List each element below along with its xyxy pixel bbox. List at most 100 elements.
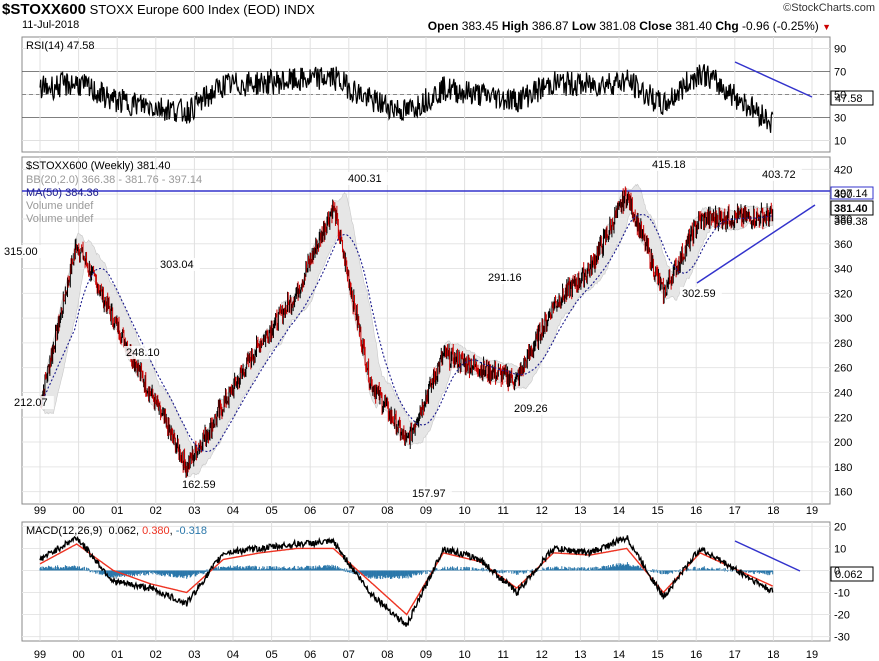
price-tick-label: 180 [834, 462, 852, 474]
svg-text:MACD(12,26,9) 0.062,: MACD(12,26,9) 0.062, 0.380, -0.318 [26, 525, 207, 537]
low-label: Low [571, 19, 596, 33]
chart-title: $STOXX600 STOXX Europe 600 Index (EOD) I… [2, 1, 315, 18]
macd-tick-label: -30 [834, 632, 850, 644]
rsi-line [39, 64, 774, 133]
high-value: 386.87 [531, 19, 569, 33]
brand-logo: ©StockCharts.com [783, 2, 875, 14]
rsi-tick-label: 70 [834, 67, 846, 79]
x-tick-label: 16 [690, 505, 702, 517]
x-tick-label: 05 [265, 649, 277, 661]
x-tick-label: 11 [497, 649, 508, 661]
price-tick-label: 400 [834, 189, 852, 201]
x-tick-label: 14 [613, 505, 625, 517]
volume-legend-1: Volume undef [26, 200, 94, 212]
rsi-tag-text: 47.58 [835, 93, 863, 105]
ma-legend: MA(50) 384.36 [26, 187, 99, 199]
x-tick-label: 15 [651, 505, 663, 517]
rsi-tick-label: 90 [834, 44, 846, 56]
rsi-trendline [734, 61, 813, 98]
rsi-tick-label: 30 [834, 113, 846, 125]
x-tick-label: 99 [34, 649, 46, 661]
price-tick-label: 240 [834, 387, 852, 399]
x-tick-label: 06 [304, 649, 316, 661]
x-tick-label: 01 [111, 649, 123, 661]
price-tick-label: 320 [834, 288, 852, 300]
rsi-value-tag: 47.58 [830, 90, 874, 106]
x-tick-label: 00 [72, 505, 84, 517]
macd-tag-text: 0.062 [835, 569, 863, 581]
price-legend: $STOXX600 (Weekly) 381.40 BB(20,2.0) 366… [26, 160, 202, 225]
price-tick-label: 340 [834, 264, 852, 276]
x-tick-label: 19 [806, 649, 818, 661]
rsi-tick-label: 10 [834, 136, 846, 148]
x-tick-label: 99 [34, 505, 46, 517]
x-tick-label: 05 [265, 505, 277, 517]
price-annotation: 162.59 [182, 479, 216, 491]
macd-value-tag: 0.062 [830, 566, 874, 582]
x-tick-label: 09 [420, 649, 432, 661]
x-tick-label: 04 [227, 505, 239, 517]
chg-label: Chg [715, 19, 739, 33]
x-tick-label: 08 [381, 649, 393, 661]
close-tag: 381.40 [834, 203, 868, 215]
high-label: High [501, 19, 529, 33]
resistance-tag: 397.14 [834, 188, 868, 200]
macd-tick-label: 0 [834, 565, 840, 577]
macd-legend-value: 0.062 [108, 525, 136, 537]
x-tick-label: 10 [458, 505, 470, 517]
x-tick-label: 08 [381, 505, 393, 517]
rsi-axis: 90 70 50 30 10 [834, 44, 846, 148]
price-tick-label: 220 [834, 412, 852, 424]
lowerbb-tag: 366.38 [834, 216, 868, 228]
low-value: 381.08 [599, 19, 636, 33]
x-tick-label: 10 [458, 649, 470, 661]
chart-date: 11-Jul-2018 [22, 19, 80, 31]
x-tick-label: 06 [304, 505, 316, 517]
price-tick-label: 200 [834, 437, 852, 449]
price-axis: 420 400 380 360 340 320 300 280 260 240 220 200 180 1… [834, 164, 852, 498]
macd-tick-label: 20 [834, 521, 846, 533]
price-annotation: 212.07 [14, 397, 48, 409]
x-tick-label: 11 [497, 505, 508, 517]
macd-histogram [39, 562, 774, 580]
macd-legend-name: MACD(12,26,9) [26, 525, 102, 537]
ma50-line [39, 213, 773, 453]
x-tick-label: 13 [574, 649, 586, 661]
price-annotation: 302.59 [682, 288, 716, 300]
signal-legend-value: 0.380 [142, 525, 170, 537]
macd-tick-label: -20 [834, 610, 850, 622]
x-tick-label: 04 [227, 649, 239, 661]
chg-value: -0.96 (-0.25%) [742, 19, 819, 33]
macd-line [39, 535, 774, 627]
price-legend-main: $STOXX600 (Weekly) 381.40 [26, 160, 171, 172]
x-tick-label: 01 [111, 505, 123, 517]
x-tick-label: 03 [188, 649, 200, 661]
symbol: $STOXX600 [2, 1, 86, 18]
price-annotation: 415.18 [652, 159, 686, 171]
x-tick-label: 17 [729, 505, 741, 517]
price-annotation: 403.72 [762, 169, 796, 181]
support-trendline [696, 204, 816, 284]
price-tick-label: 380 [834, 214, 852, 226]
x-tick-label: 03 [188, 505, 200, 517]
macd-axis: 20 10 0 -10 -20 -30 [834, 521, 850, 643]
price-tick-label: 280 [834, 338, 852, 350]
macd-legend: MACD(12,26,9) 0.062, 0.380, -0.318 [26, 525, 207, 537]
price-annotation: 400.31 [348, 173, 382, 185]
price-annotation: 291.16 [488, 272, 522, 284]
price-tick-label: 300 [834, 313, 852, 325]
x-tick-label: 16 [690, 649, 702, 661]
x-tick-label: 07 [343, 649, 355, 661]
macd-trendline [734, 540, 801, 572]
price-tick-label: 360 [834, 239, 852, 251]
x-tick-label: 12 [536, 505, 548, 517]
open-label: Open [427, 19, 459, 33]
price-annotation: 248.10 [126, 347, 160, 359]
price-annotation: 303.04 [160, 259, 194, 271]
x-tick-label: 15 [651, 649, 663, 661]
macd-tick-label: 10 [834, 543, 846, 555]
price-annotation: 315.00 [4, 246, 38, 258]
x-tick-label: 12 [536, 649, 548, 661]
x-tick-label: 19 [806, 505, 818, 517]
